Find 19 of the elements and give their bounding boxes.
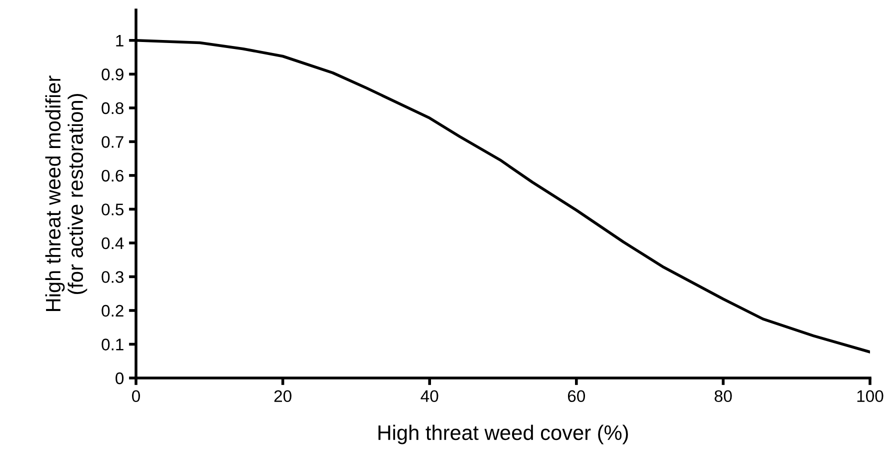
x-tick-label: 0 bbox=[132, 390, 140, 402]
y-tick-label: 1 bbox=[116, 34, 124, 46]
y-tick-label: 0.3 bbox=[102, 271, 124, 283]
y-tick-label: 0.6 bbox=[102, 170, 124, 182]
y-tick-label: 0 bbox=[116, 372, 124, 384]
x-tick-label: 20 bbox=[274, 390, 292, 402]
y-tick-label: 0.8 bbox=[102, 102, 124, 114]
y-tick-label: 0.2 bbox=[102, 304, 124, 317]
y-tick-label: 0.4 bbox=[102, 237, 124, 250]
x-tick-label: 100 bbox=[857, 390, 884, 402]
y-tick-label: 0.5 bbox=[102, 204, 124, 216]
x-tick-label: 60 bbox=[568, 390, 586, 402]
y-tick-label: 0.7 bbox=[102, 136, 124, 148]
x-tick-label: 40 bbox=[420, 390, 438, 402]
y-tick-label: 0.1 bbox=[102, 338, 124, 350]
x-axis-title: High threat weed cover (%) bbox=[378, 424, 628, 444]
x-tick-label: 80 bbox=[714, 390, 732, 402]
y-tick-label: 0.9 bbox=[102, 68, 124, 80]
y-axis-title: High threat weed modifier (for active restoration) bbox=[45, 76, 88, 311]
